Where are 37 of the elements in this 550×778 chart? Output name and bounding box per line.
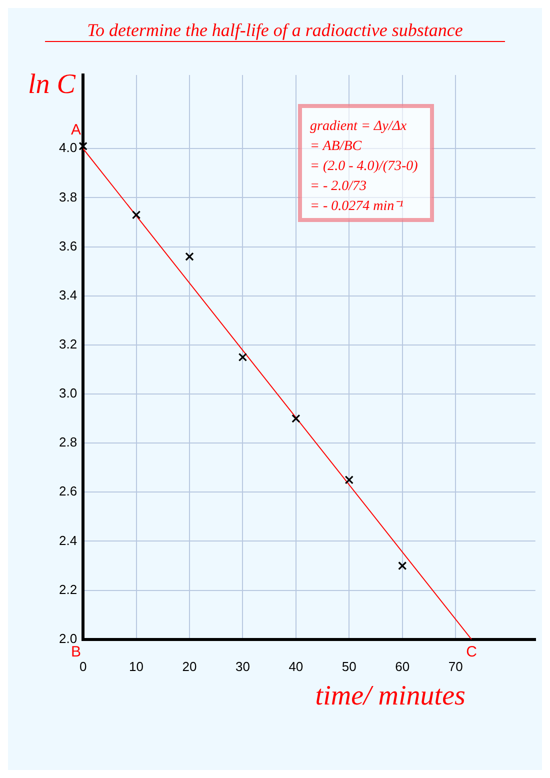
y-tick-label: 2.6 xyxy=(58,484,78,499)
x-tick-label: 30 xyxy=(235,658,250,674)
y-tick-label: 3.4 xyxy=(58,287,78,302)
x-tick-label: 50 xyxy=(342,658,356,674)
point xyxy=(238,352,248,362)
x-tick-label: 70 xyxy=(448,658,463,674)
point xyxy=(185,252,194,261)
point xyxy=(398,561,407,570)
x-tick-label: 0 xyxy=(79,658,87,674)
y-tick-label: 2.4 xyxy=(58,532,78,548)
annotation: A xyxy=(71,122,82,139)
point xyxy=(292,414,300,423)
point xyxy=(78,142,88,150)
text: B xyxy=(71,643,82,660)
annotation: gradient = Δy/Δx xyxy=(310,119,408,134)
x-tick-label: 10 xyxy=(129,658,144,674)
y-tick-label: 4.0 xyxy=(58,140,78,156)
annotation: = - 0.0274 min⁻¹ xyxy=(310,199,404,214)
y-tick-label: 3.0 xyxy=(58,386,78,401)
annotation: C xyxy=(466,643,478,660)
annotation: = - 2.0/73 xyxy=(310,179,366,194)
chart-title: To determine the half-life of a radioactive substance xyxy=(87,20,463,40)
annotation: = AB/BC xyxy=(310,139,362,154)
point xyxy=(132,210,141,220)
y-tick-label: 3.2 xyxy=(58,336,78,352)
y-tick-label: 3.6 xyxy=(58,238,78,254)
y-tick-label: 3.8 xyxy=(58,189,78,204)
x-axis-title: time/ minutes xyxy=(315,680,466,712)
y-tick-label: 2.2 xyxy=(58,582,78,597)
y-tick-label: 2.0 xyxy=(58,630,78,646)
x-tick-label: 60 xyxy=(395,658,410,674)
point xyxy=(344,476,354,484)
x-tick-label: 20 xyxy=(182,658,197,674)
x-tick-label: 40 xyxy=(288,658,304,674)
y-axis-title: ln C xyxy=(28,69,76,100)
y-tick-label: 2.8 xyxy=(58,434,78,450)
annotation: = (2.0 - 4.0)/(73-0) xyxy=(310,159,418,174)
